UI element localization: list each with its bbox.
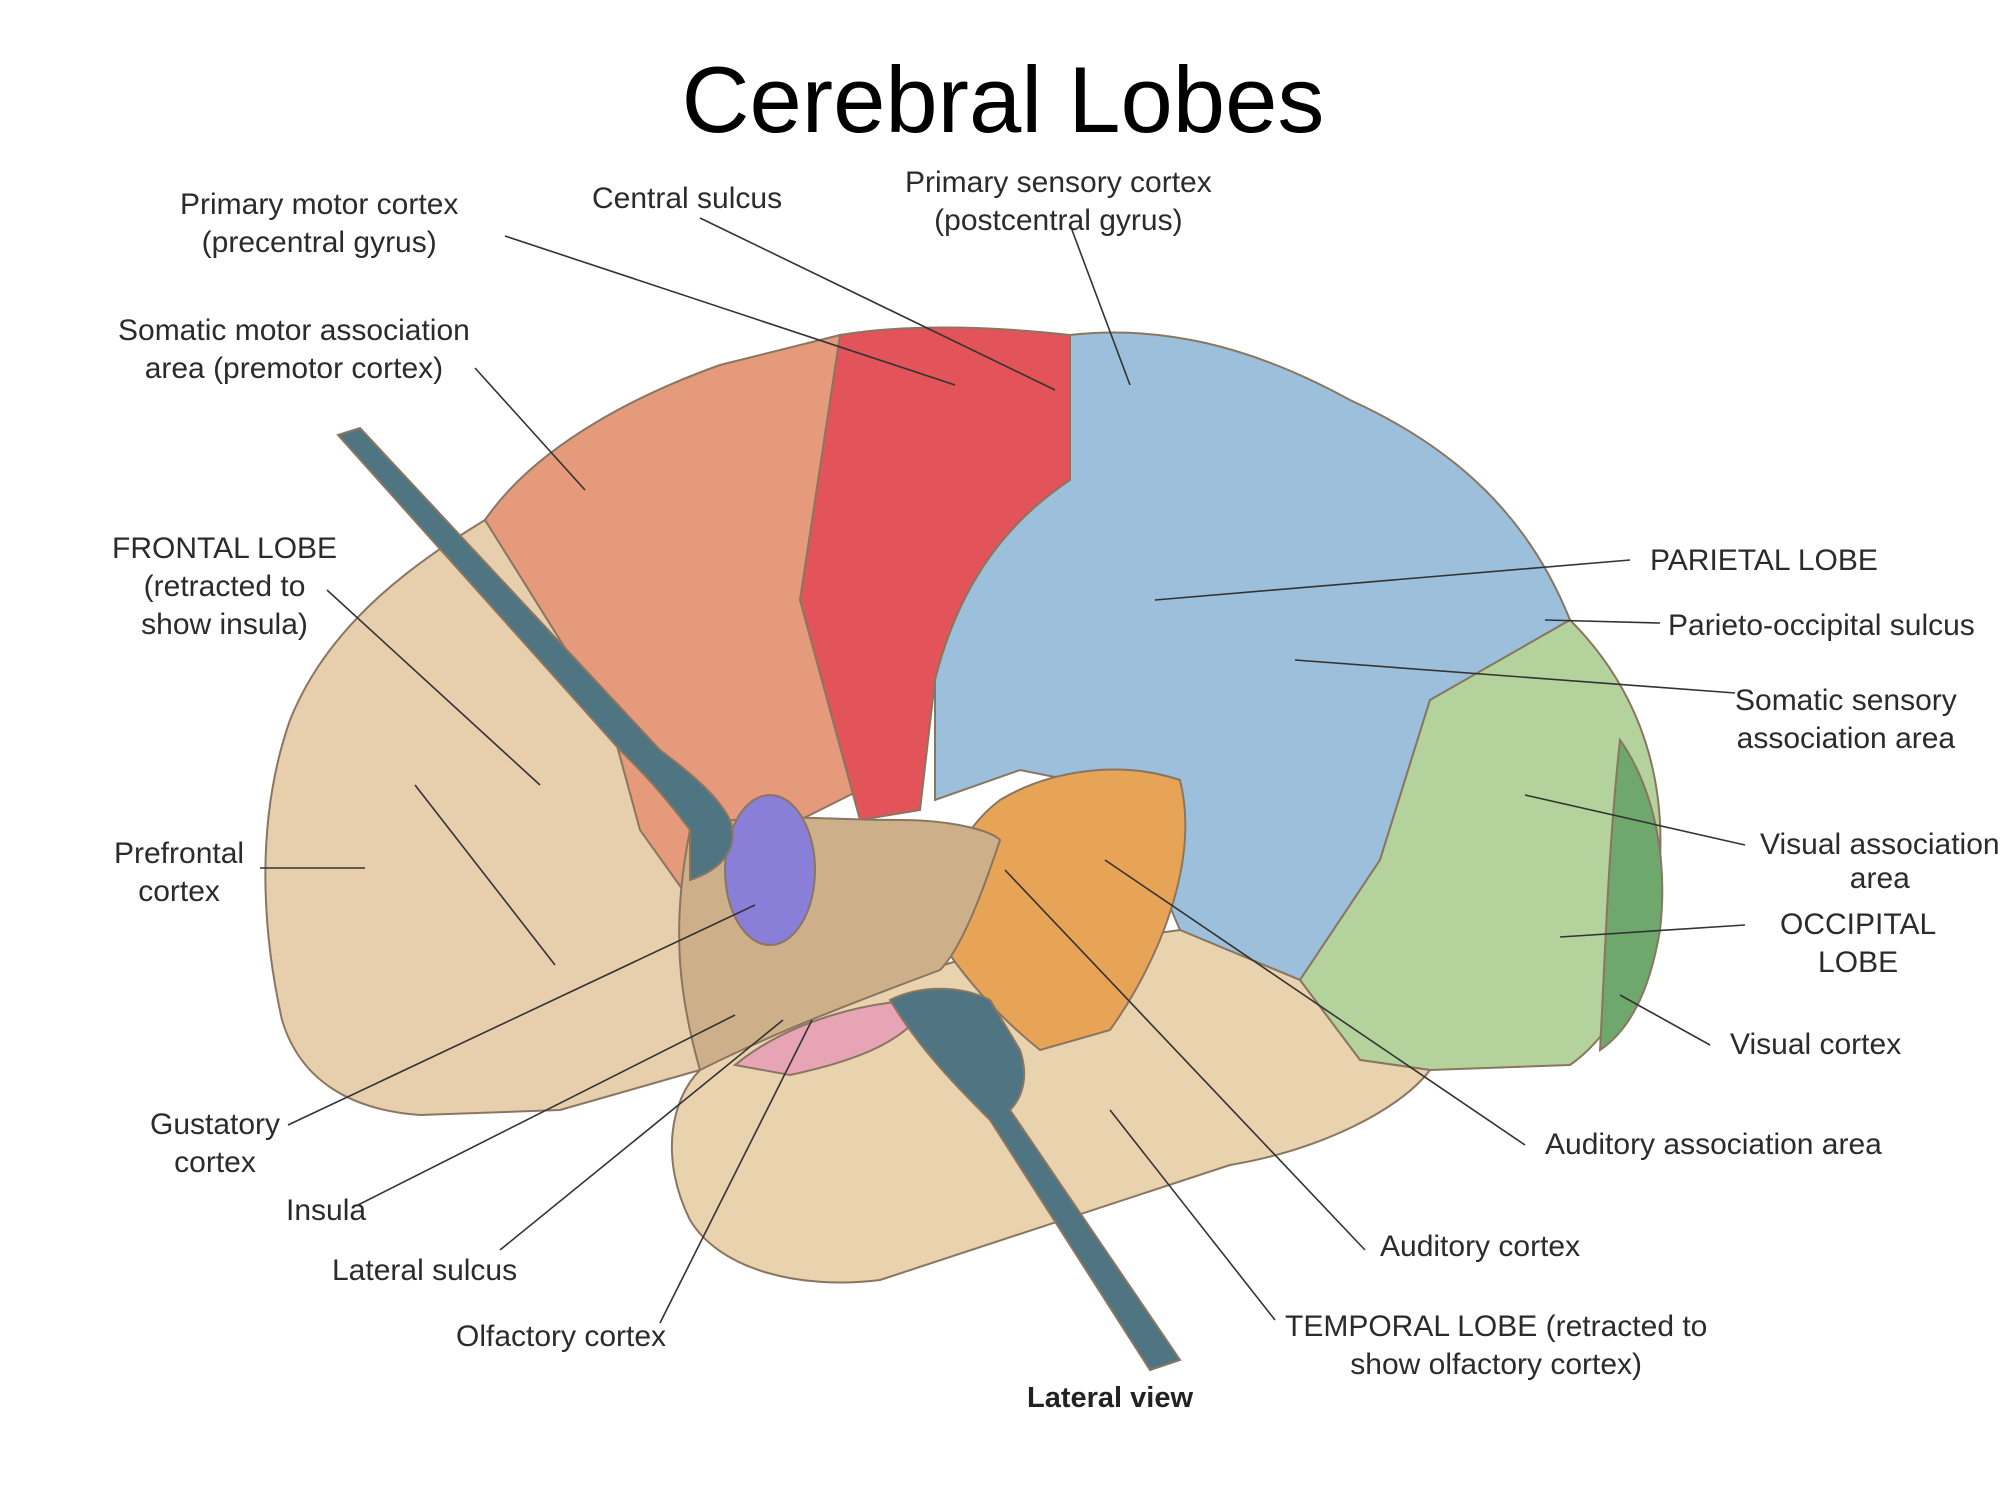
leader-lines [260,217,1746,1324]
page-title: Cerebral Lobes [681,47,1325,152]
label-auditory-cortex: Auditory cortex [1380,1228,1580,1266]
label-line: Parieto-occipital sulcus [1668,609,1975,642]
label-line: Visual association [1760,828,2000,861]
label-line: FRONTAL LOBE [112,532,338,565]
label-line: Auditory cortex [1380,1230,1581,1263]
label-line: association area [1736,722,1956,755]
label-visual-association-area: Visual association area [1760,828,2000,896]
label-line: (precentral gyrus) [201,226,437,259]
gustatory-cortex-region [724,794,816,946]
label-prefrontal-cortex: Prefrontal cortex [114,835,244,911]
label-line: TEMPORAL LOBE (retracted to [1285,1310,1708,1343]
visual-cortex-region [1598,737,1664,1052]
label-line: OCCIPITAL [1780,908,1937,941]
label-line: show insula) [141,608,308,641]
label-central-sulcus: Central sulcus [592,180,782,218]
parietal-lobe-region [934,331,1572,982]
label-somatic-motor-association: Somatic motor association area (premotor… [118,312,470,388]
view-caption: Lateral view [1026,1382,1194,1414]
label-line: Central sulcus [592,182,783,215]
label-line: Somatic motor association [118,314,470,347]
label-occipital-lobe: OCCIPITAL LOBE [1780,906,1936,982]
label-line: Olfactory cortex [456,1320,667,1353]
label-lateral-sulcus: Lateral sulcus [332,1252,517,1290]
frontal-lobe-region [264,518,762,1117]
label-line: Somatic sensory [1735,684,1957,717]
label-primary-sensory-cortex: Primary sensory cortex (postcentral gyru… [905,164,1212,240]
label-line: (retracted to [143,570,306,603]
label-parieto-occipital-sulcus: Parieto-occipital sulcus [1668,607,1975,645]
label-line: Primary sensory cortex [905,166,1212,199]
label-line: show olfactory cortex) [1350,1348,1643,1381]
label-somatic-sensory-association: Somatic sensory association area [1735,682,1957,758]
label-line: Insula [286,1194,367,1227]
label-line: cortex [174,1146,256,1179]
label-line: (postcentral gyrus) [934,204,1183,237]
premotor-cortex-region [483,333,902,902]
label-line: Lateral sulcus [332,1254,518,1287]
label-temporal-lobe: TEMPORAL LOBE (retracted to show olfacto… [1285,1308,1707,1384]
label-line: area [1849,862,1910,895]
label-line: Primary motor cortex [180,188,459,221]
label-visual-cortex: Visual cortex [1730,1026,1901,1064]
label-line: Visual cortex [1730,1028,1902,1061]
label-auditory-association-area: Auditory association area [1545,1126,1882,1164]
label-line: cortex [138,875,220,908]
label-line: area (premotor cortex) [144,352,444,385]
label-parietal-lobe: PARIETAL LOBE [1650,542,1878,580]
frontal-retractor [336,426,734,882]
label-gustatory-cortex: Gustatory cortex [150,1106,280,1182]
label-line: Auditory association area [1545,1128,1882,1161]
label-frontal-lobe: FRONTAL LOBE (retracted to show insula) [112,530,337,644]
label-line: PARIETAL LOBE [1650,544,1878,577]
temporal-retractor [888,987,1182,1372]
label-line: Prefrontal [114,837,245,870]
label-line: LOBE [1818,946,1899,979]
label-olfactory-cortex: Olfactory cortex [456,1318,666,1356]
label-insula: Insula [286,1192,366,1230]
label-primary-motor-cortex: Primary motor cortex (precentral gyrus) [180,186,458,262]
label-line: Gustatory [150,1108,281,1141]
